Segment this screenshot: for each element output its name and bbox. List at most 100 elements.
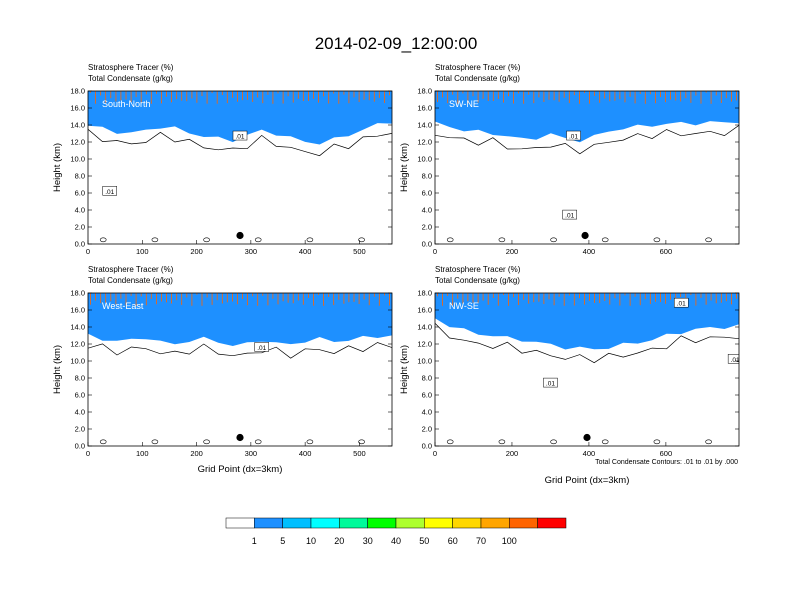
condensate-contour — [550, 237, 557, 243]
panel-2: .01 .01 SW-NE 0.0 2.0 4.0 6.0 8.0 10.0 12.0 14.0 16… — [399, 63, 740, 256]
panel-4: .01 .01 .01 NW-SE 0.0 2.0 4.0 6.0 8.0 10.0 12.0 14.… — [399, 265, 740, 486]
y-tick-label: 2.0 — [422, 425, 432, 434]
x-tick-label: 600 — [660, 247, 673, 256]
colorbar-swatch — [395, 517, 425, 529]
colorbar-label: 50 — [419, 536, 429, 546]
condensate-contour — [498, 439, 506, 445]
region-label: NW-SE — [449, 301, 479, 311]
condensate-contour — [601, 439, 609, 445]
x-tick-label: 100 — [136, 247, 149, 256]
x-tick-label: 200 — [506, 449, 519, 458]
svg-text:.01: .01 — [677, 301, 686, 308]
y-tick-label: 8.0 — [75, 172, 85, 181]
condensate-contour — [446, 237, 454, 243]
panel-header-condensate: Total Condensate (g/kg) — [435, 74, 520, 83]
colorbar-swatch — [225, 517, 255, 529]
panel-header-condensate: Total Condensate (g/kg) — [88, 276, 173, 285]
x-tick-label: 300 — [245, 247, 258, 256]
y-tick-label: 0.0 — [75, 240, 85, 249]
y-tick-label: 8.0 — [422, 374, 432, 383]
svg-text:.01: .01 — [569, 134, 578, 141]
svg-text:.01: .01 — [105, 189, 114, 196]
colorbar-label: 5 — [280, 536, 285, 546]
y-tick-label: 2.0 — [422, 223, 432, 232]
x-tick-label: 300 — [245, 449, 258, 458]
condensate-contour — [203, 439, 210, 445]
colorbar-label: 30 — [363, 536, 373, 546]
condensate-contour — [358, 439, 365, 445]
region-label: SW-NE — [449, 99, 479, 109]
y-tick-label: 10.0 — [70, 155, 85, 164]
x-tick-label: 400 — [583, 247, 596, 256]
condensate-contour — [705, 439, 712, 445]
colorbar-swatch — [537, 517, 567, 529]
x-tick-label: 400 — [583, 449, 596, 458]
y-tick-label: 18.0 — [417, 289, 432, 298]
y-tick-label: 16.0 — [417, 104, 432, 113]
condensate-contour — [601, 237, 609, 243]
condensate-contour — [498, 237, 506, 243]
y-tick-label: 6.0 — [75, 391, 85, 400]
colorbar-label: 20 — [334, 536, 344, 546]
panel-header-tracer: Stratosphere Tracer (%) — [88, 63, 174, 72]
x-tick-label: 0 — [86, 449, 90, 458]
plot-frame — [87, 90, 393, 245]
y-tick-label: 14.0 — [70, 121, 85, 130]
contour-note: Total Condensate Contours: .01 to .01 by… — [595, 459, 738, 466]
condensate-contour — [99, 237, 107, 243]
condensate-contour — [99, 439, 107, 445]
condensate-contour — [358, 237, 365, 243]
condensate-contour — [306, 237, 314, 243]
colorbar-swatch — [509, 517, 538, 529]
svg-text:.01: .01 — [546, 381, 555, 388]
x-tick-label: 100 — [136, 449, 149, 458]
condensate-contour — [550, 439, 557, 445]
condensate-contour — [151, 237, 159, 243]
y-tick-label: 12.0 — [417, 138, 432, 147]
condensate-contour — [88, 129, 392, 157]
location-marker — [581, 231, 589, 240]
panel-header-tracer: Stratosphere Tracer (%) — [435, 63, 521, 72]
y-tick-label: 4.0 — [422, 408, 432, 417]
x-tick-label: 0 — [433, 247, 437, 256]
location-marker — [236, 231, 244, 240]
plot-area: .01 .01 — [435, 91, 739, 244]
y-axis-label: Height (km) — [399, 345, 410, 394]
plot-area: .01 .01 — [88, 91, 392, 244]
contour-label: .01 — [566, 130, 581, 141]
colorbar-swatch — [424, 517, 453, 529]
y-tick-label: 8.0 — [75, 374, 85, 383]
tracer-band-11 — [435, 293, 739, 350]
svg-text:.01: .01 — [235, 134, 244, 141]
condensate-contour — [254, 237, 262, 243]
plot-frame — [434, 292, 740, 447]
condensate-contour — [446, 439, 454, 445]
contour-label: .01 — [543, 377, 558, 388]
plot-area: .01 — [88, 293, 392, 446]
panel-header-tracer: Stratosphere Tracer (%) — [435, 265, 521, 274]
colorbar-swatch — [480, 517, 510, 529]
y-tick-label: 6.0 — [75, 189, 85, 198]
y-tick-label: 0.0 — [75, 442, 85, 451]
y-tick-label: 14.0 — [417, 121, 432, 130]
contour-label: .01 — [674, 297, 689, 308]
condensate-contour — [435, 125, 739, 155]
x-tick-label: 200 — [506, 247, 519, 256]
colorbar-swatch — [310, 517, 340, 529]
y-tick-label: 18.0 — [70, 289, 85, 298]
panel-header-condensate: Total Condensate (g/kg) — [435, 276, 520, 285]
y-tick-label: 4.0 — [75, 408, 85, 417]
x-tick-label: 400 — [299, 247, 312, 256]
colorbar-label: 100 — [502, 536, 517, 546]
panel-3: .01 West-East 0.0 2.0 4.0 6.0 8.0 10.0 12.0 14.0 1… — [52, 265, 393, 475]
x-tick-label: 500 — [353, 449, 366, 458]
condensate-contour — [254, 439, 262, 445]
y-tick-label: 16.0 — [417, 306, 432, 315]
colorbar-label: 60 — [448, 536, 458, 546]
x-tick-label: 200 — [190, 247, 203, 256]
colorbar-label: 1 — [252, 536, 257, 546]
y-tick-label: 18.0 — [70, 87, 85, 96]
figure-title: 2014-02-09_12:00:00 — [315, 34, 478, 53]
y-tick-label: 18.0 — [417, 87, 432, 96]
